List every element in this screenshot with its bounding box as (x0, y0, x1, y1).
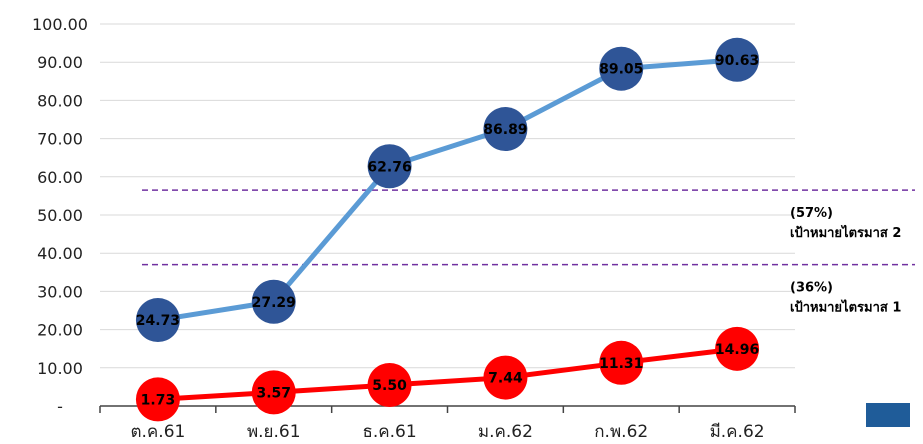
target-percent-label: (36%) (790, 281, 833, 296)
data-label: 89.05 (599, 62, 643, 78)
x-tick-label: พ.ย.61 (247, 422, 301, 442)
data-label: 90.63 (715, 53, 759, 69)
y-tick-label: 70.00 (37, 130, 83, 149)
data-point-marker (251, 279, 296, 324)
data-label: 5.50 (372, 378, 407, 394)
data-label: 62.76 (367, 159, 411, 175)
y-tick-label: 90.00 (37, 53, 83, 72)
y-tick-label: 50.00 (37, 206, 83, 225)
y-axis-ticks: - 10.00 20.00 30.00 40.00 50.00 60.00 70.00 80.0… (32, 15, 88, 416)
data-point-marker (483, 355, 528, 400)
target-percent-label: (57%) (790, 206, 833, 221)
data-point-marker (367, 362, 412, 407)
y-tick-label: 100.00 (32, 15, 88, 34)
data-label: 11.31 (599, 356, 643, 372)
target-name-label: เป้าหมายไตรมาส 2 (790, 224, 901, 241)
y-tick-label: 20.00 (37, 321, 83, 340)
data-point-marker (135, 298, 180, 343)
y-tick-label: 60.00 (37, 168, 83, 187)
y-tick-label: - (57, 397, 63, 416)
target-name-label: เป้าหมายไตรมาส 1 (790, 299, 901, 316)
data-point-marker (599, 46, 644, 91)
data-point-marker (715, 326, 760, 371)
data-label: 7.44 (488, 371, 523, 387)
data-label: 3.57 (256, 385, 291, 401)
x-tick-label: มี.ค.62 (710, 422, 765, 442)
series-lines (155, 57, 740, 402)
y-tick-label: 40.00 (37, 244, 83, 263)
y-tick-label: 80.00 (37, 91, 83, 110)
data-point-marker (599, 340, 644, 385)
data-point-marker (367, 144, 412, 189)
data-point-marker (483, 107, 528, 152)
data-point-marker (715, 37, 760, 82)
y-tick-label: 10.00 (37, 359, 83, 378)
data-point-marker (251, 370, 296, 415)
target-lines: (57%) เป้าหมายไตรมาส 2 (36%) เป้าหมายไตรมาส… (142, 189, 915, 316)
data-label: 14.96 (715, 342, 759, 358)
x-tick-label: ต.ค.61 (130, 422, 185, 442)
x-tick-label: ธ.ค.61 (362, 422, 416, 442)
gridlines (100, 23, 795, 369)
data-label: 24.73 (136, 313, 180, 329)
series-line-2 (155, 346, 740, 402)
data-point-marker (135, 377, 180, 422)
series-markers: 24.73 27.29 62.76 86.89 89.05 90.63 1.73 3.57 5.… (135, 37, 760, 422)
x-tick-label: ม.ค.62 (478, 422, 533, 442)
data-label: 1.73 (141, 392, 176, 408)
data-label: 86.89 (483, 122, 527, 138)
data-label: 27.29 (252, 295, 296, 311)
x-axis-ticks: ต.ค.61 พ.ย.61 ธ.ค.61 ม.ค.62 ก.พ.62 มี.ค.62 (99, 406, 796, 442)
y-tick-label: 30.00 (37, 282, 83, 301)
legend-swatch (866, 403, 910, 427)
x-tick-label: ก.พ.62 (594, 422, 648, 442)
